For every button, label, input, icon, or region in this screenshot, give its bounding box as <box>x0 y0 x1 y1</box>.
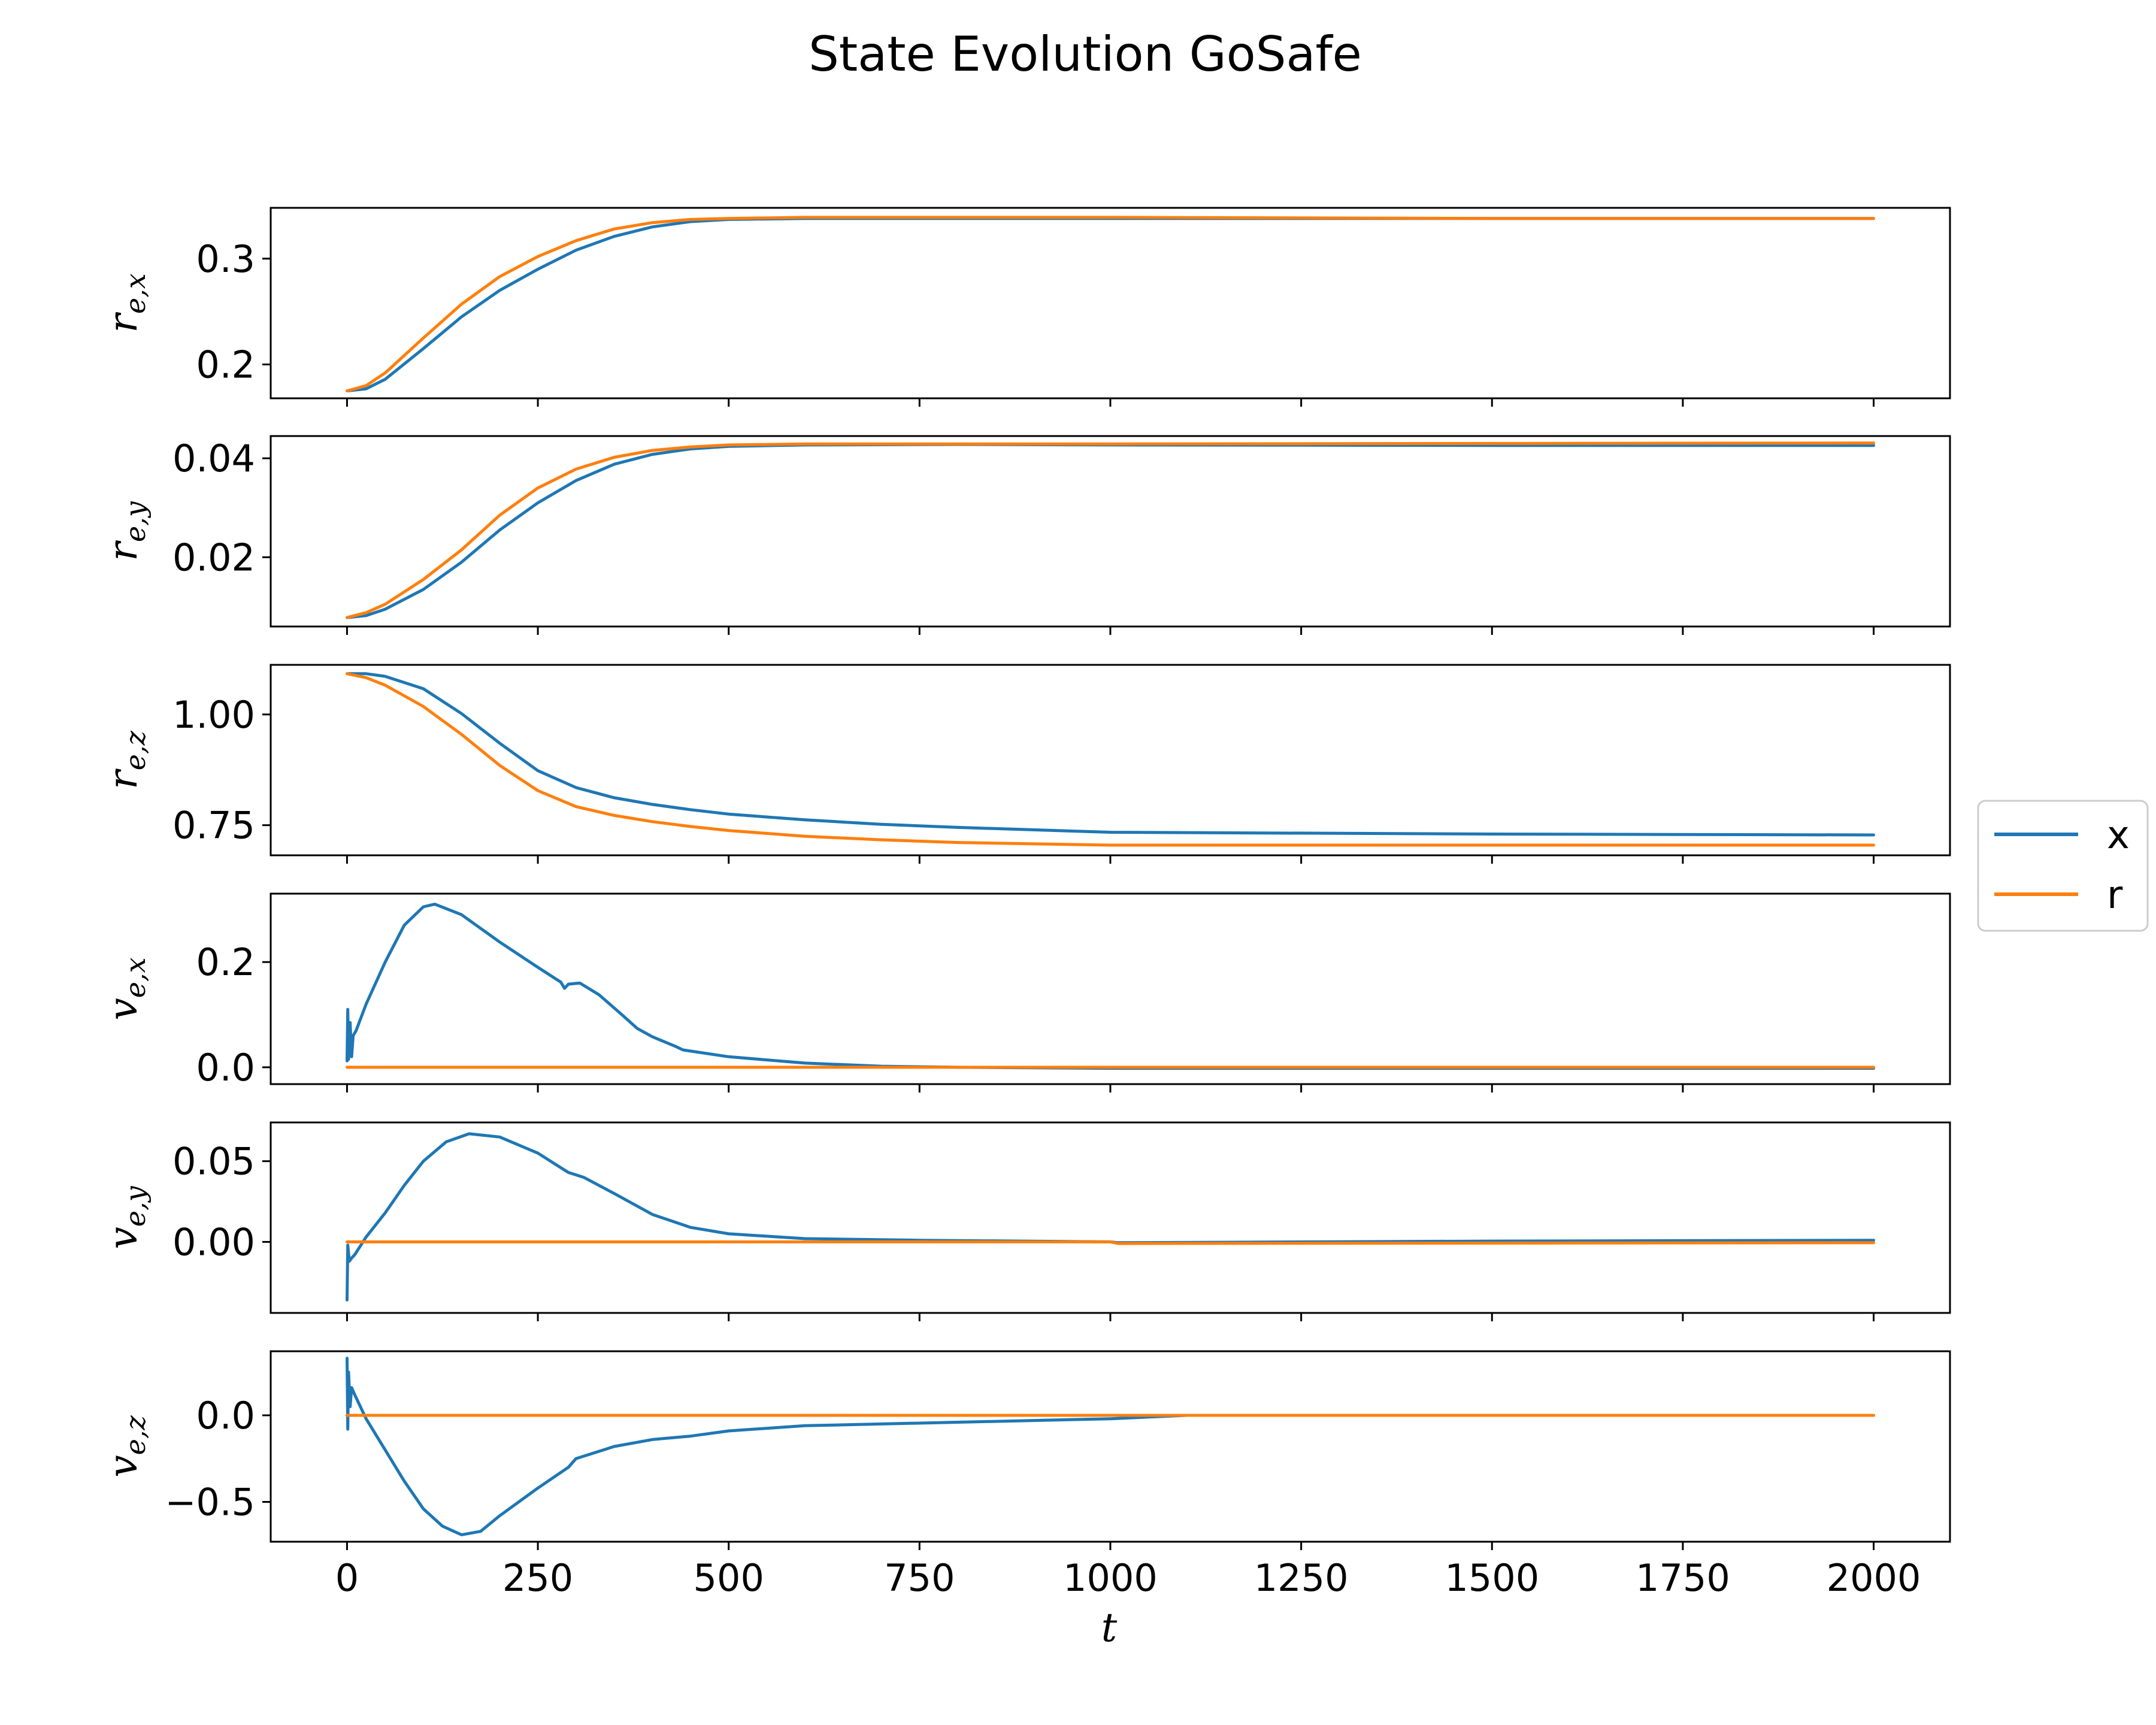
series-line-r <box>346 216 1875 393</box>
y-axis-label: ve,x <box>100 957 152 1020</box>
axes-frame <box>270 1121 1951 1314</box>
x-axis-label: t <box>1101 1605 1118 1651</box>
x-tick-label: 1250 <box>1254 1556 1349 1600</box>
y-tick-label: −0.5 <box>165 1481 255 1524</box>
y-tick-label: 0.2 <box>196 343 255 386</box>
legend-label-x: x <box>2107 813 2130 858</box>
x-tick-label: 1500 <box>1445 1556 1539 1600</box>
subplot-r-e-y: 0.02 0.04 re,y <box>100 435 1951 635</box>
y-tick-label: 0.75 <box>172 804 255 848</box>
y-tick-label: 1.00 <box>172 693 255 737</box>
axes-frame <box>270 207 1951 400</box>
y-axis-label: ve,y <box>100 1185 152 1249</box>
legend: x r <box>1977 800 2149 932</box>
y-tick-label: 0.2 <box>196 940 255 984</box>
x-tick-label: 2000 <box>1827 1556 1921 1600</box>
subplot-v-e-x: 0.0 0.2 ve,x <box>100 892 1951 1092</box>
legend-label-r: r <box>2107 873 2123 918</box>
series-line-x <box>346 217 1875 393</box>
subplot-v-e-z: −0.5 0.0 0 250 500 750 1000 1250 1500 1750 2000 ve,… <box>100 1350 1951 1600</box>
axes-frame <box>270 892 1951 1085</box>
subplot-r-e-z: 0.75 1.00 re,z <box>100 664 1951 864</box>
series-line-x <box>346 1132 1875 1302</box>
series-line-x <box>346 903 1875 1070</box>
y-tick-label: 0.04 <box>172 437 255 480</box>
subplot-r-e-x: 0.2 0.3 re,x <box>100 207 1951 407</box>
y-axis-label: re,z <box>100 730 152 789</box>
y-axis-label: re,x <box>100 273 152 332</box>
subplots: 0.2 0.3 re,x 0.02 0.04 re,y 0.75 1.00 re,z 0.0 0.2… <box>100 207 1951 1600</box>
y-tick-label: 0.05 <box>172 1140 255 1184</box>
subplot-v-e-y: 0.00 0.05 ve,y <box>100 1121 1951 1321</box>
series-line-r <box>346 672 1875 847</box>
y-tick-label: 0.00 <box>172 1220 255 1264</box>
y-tick-label: 0.02 <box>172 535 255 579</box>
x-tick-label: 1750 <box>1636 1556 1730 1600</box>
axes-frame <box>270 1350 1951 1543</box>
chart-title: State Evolution GoSafe <box>808 26 1362 82</box>
y-tick-label: 0.0 <box>196 1046 255 1090</box>
y-axis-label: ve,z <box>100 1415 152 1478</box>
x-tick-label: 0 <box>335 1556 359 1600</box>
x-tick-label: 500 <box>694 1556 764 1600</box>
series-line-x <box>346 1357 1875 1536</box>
x-tick-label: 1000 <box>1063 1556 1158 1600</box>
series-line-x <box>346 672 1875 837</box>
y-tick-label: 0.3 <box>196 237 255 281</box>
axes-frame <box>270 435 1951 628</box>
y-tick-label: 0.0 <box>196 1394 255 1438</box>
x-tick-label: 750 <box>884 1556 955 1600</box>
y-axis-label: re,y <box>100 501 152 561</box>
x-tick-label: 250 <box>502 1556 573 1600</box>
series-line-r <box>346 1240 1875 1245</box>
series-line-r <box>346 441 1875 619</box>
